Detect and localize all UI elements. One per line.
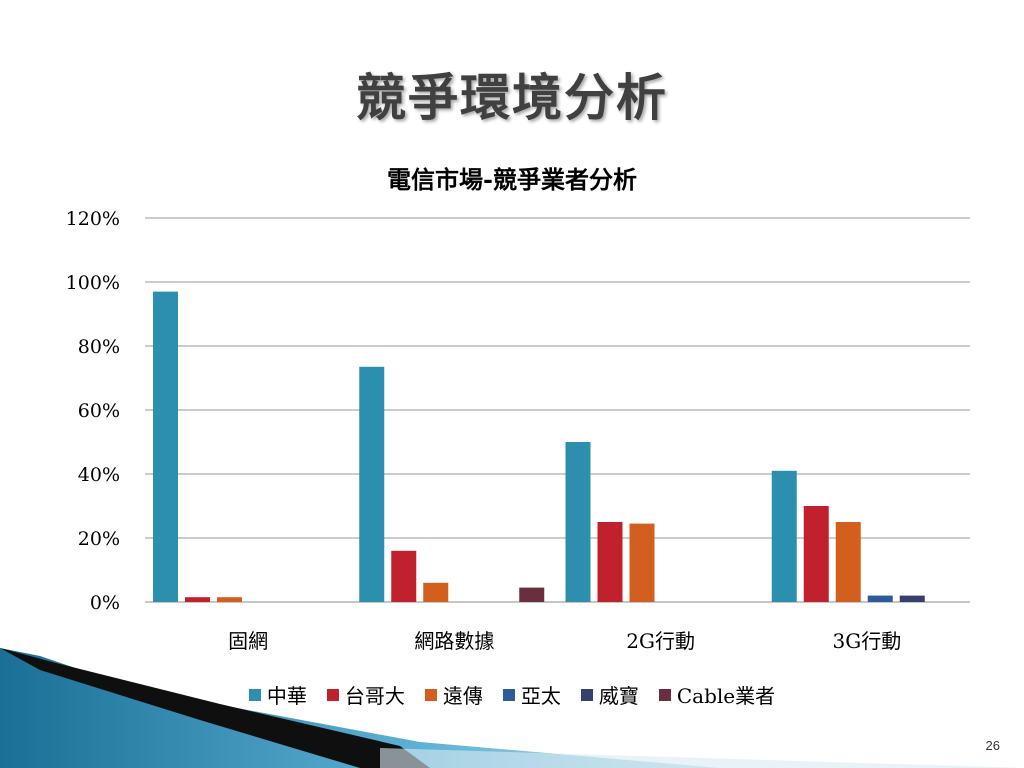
- legend-swatch: [248, 688, 261, 701]
- legend-item: 中華: [248, 680, 307, 709]
- bar-台哥大: [803, 506, 829, 602]
- y-tick-label: 100%: [66, 272, 120, 294]
- bar-台哥大: [391, 550, 417, 602]
- bar-chart: 0% 20% 40% 60% 80% 100% 120% 固網 網路數據 2G行動 3G行動: [66, 208, 970, 653]
- page-number: 26: [985, 738, 1000, 753]
- legend-label: 亞太: [520, 684, 561, 708]
- x-tick-label: 2G行動: [626, 629, 695, 653]
- legend-item: 威寶: [580, 680, 639, 709]
- slide-title: 競爭環境分析: [356, 69, 668, 127]
- legend-label: 遠傳: [442, 684, 483, 708]
- legend-swatch: [502, 688, 515, 701]
- bar-中華: [771, 470, 797, 602]
- bar-中華: [153, 291, 178, 602]
- y-tick-label: 40%: [78, 464, 120, 486]
- x-tick-label: 3G行動: [833, 629, 902, 653]
- chart-title: 電信市場-競爭業者分析: [387, 165, 637, 194]
- bar-威寶: [899, 595, 925, 602]
- y-tick-label: 0%: [90, 592, 120, 614]
- legend-item: Cable業者: [658, 680, 776, 709]
- y-tick-label: 60%: [78, 400, 120, 422]
- bar-亞太: [867, 595, 893, 602]
- legend-item: 台哥大: [326, 680, 405, 709]
- chart-legend: 中華 台哥大 遠傳 亞太 威寶 Cable業者: [0, 680, 1024, 709]
- bar-台哥大: [185, 597, 210, 602]
- legend-item: 遠傳: [424, 680, 483, 709]
- legend-label: Cable業者: [676, 684, 776, 708]
- legend-label: 中華: [266, 684, 307, 708]
- legend-label: 威寶: [598, 684, 639, 708]
- y-tick-label: 20%: [78, 528, 120, 550]
- bar-中華: [359, 366, 385, 602]
- bar-遠傳: [629, 523, 655, 602]
- bar-遠傳: [835, 522, 861, 602]
- bar-遠傳: [217, 597, 242, 602]
- x-tick-label: 固網: [228, 629, 268, 653]
- bar-中華: [565, 442, 591, 602]
- bar-Cable業者: [519, 587, 545, 602]
- legend-swatch: [580, 688, 593, 701]
- legend-item: 亞太: [502, 680, 561, 709]
- legend-swatch: [658, 688, 671, 701]
- bar-遠傳: [423, 582, 449, 602]
- y-tick-label: 80%: [78, 336, 120, 358]
- y-tick-label: 120%: [66, 208, 120, 230]
- legend-label: 台哥大: [344, 684, 405, 708]
- x-tick-label: 網路數據: [414, 629, 494, 653]
- legend-swatch: [326, 688, 339, 701]
- bar-台哥大: [597, 522, 623, 602]
- legend-swatch: [424, 688, 437, 701]
